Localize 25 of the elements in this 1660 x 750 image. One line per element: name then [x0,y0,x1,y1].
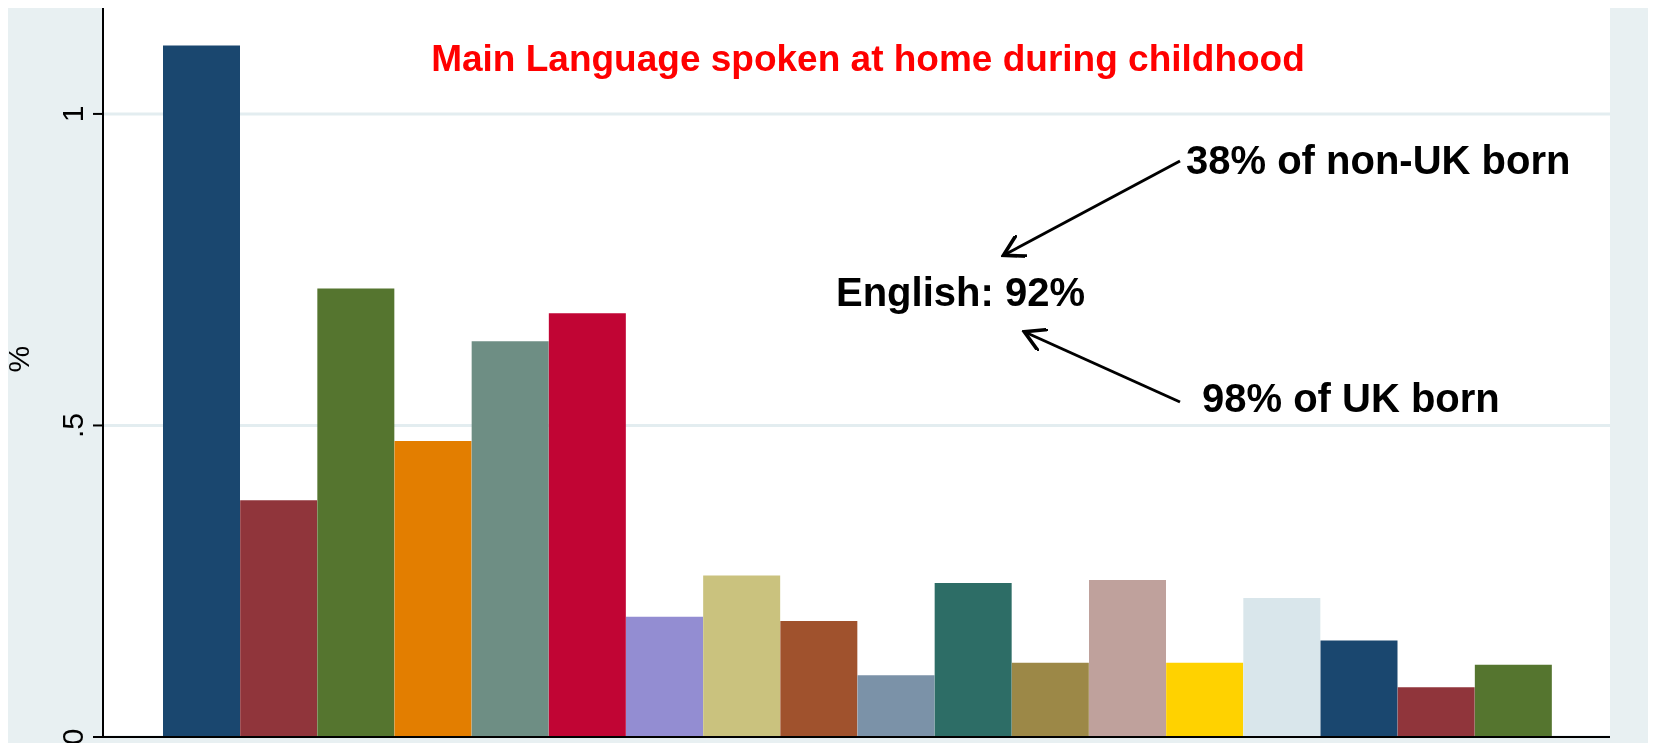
bar [163,45,240,737]
bar [1320,640,1398,737]
bar [1474,664,1552,737]
y-tick-label: .5 [56,412,89,438]
bar [780,621,858,737]
bar [1243,598,1321,737]
annotation: 38% of non-UK born [1186,138,1571,183]
bar [1166,662,1244,737]
bar [934,583,1012,737]
bar [857,675,935,737]
annotation: 98% of UK born [1202,376,1500,421]
bar [471,341,549,737]
bar [626,616,703,737]
bar [703,575,781,737]
y-axis-title: % [1,345,35,373]
annotation: English: 92% [836,270,1085,315]
bar [1011,662,1089,737]
text: Main Language spoken at home during childhood [430,38,1306,80]
bar [240,500,318,737]
y-tick-label: 1 [56,105,89,123]
bar [394,441,472,737]
bar [1089,579,1166,737]
bar [317,288,395,737]
bar [548,313,626,737]
bar [1397,687,1475,737]
